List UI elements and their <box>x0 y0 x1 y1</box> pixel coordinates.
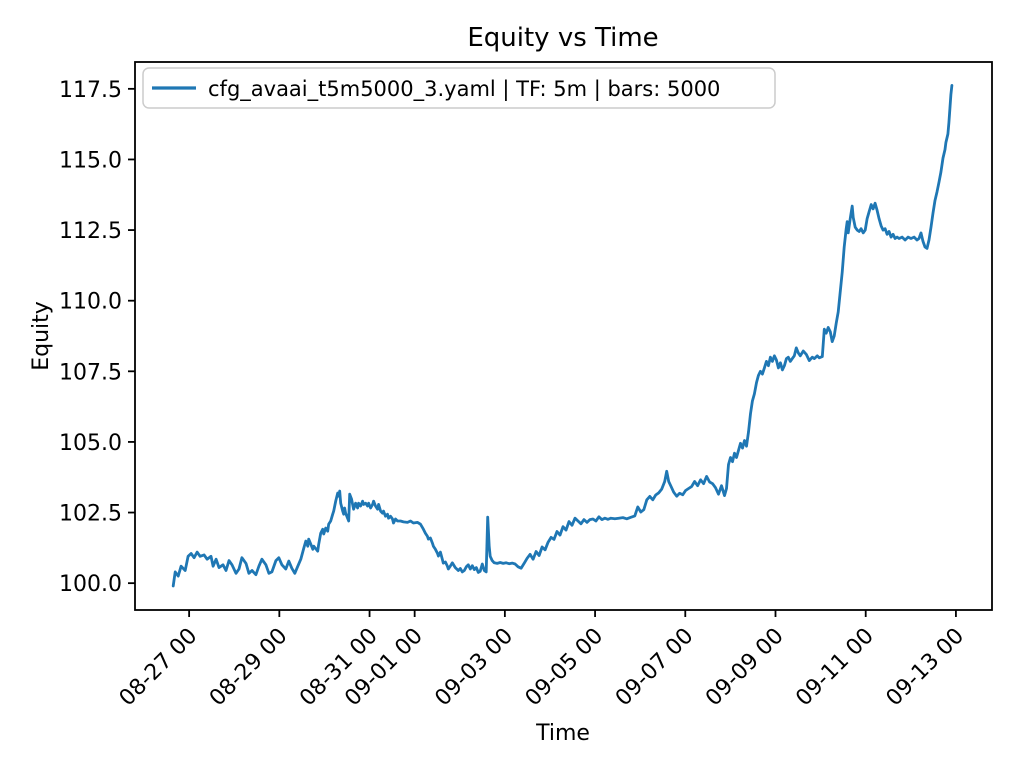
y-tick-label: 107.5 <box>59 360 122 385</box>
y-tick-label: 117.5 <box>59 78 122 103</box>
y-axis-ticks: 100.0 102.5 105.0 107.5 110.0 112.5 115.0 117.5 <box>59 78 135 597</box>
legend-label: cfg_avaai_t5m5000_3.yaml | TF: 5m | bars… <box>208 77 720 102</box>
y-axis-label: Equity <box>29 301 54 371</box>
equity-line-series <box>171 84 954 588</box>
legend: cfg_avaai_t5m5000_3.yaml | TF: 5m | bars… <box>142 67 776 109</box>
y-tick-label: 102.5 <box>59 502 122 527</box>
y-tick-label: 115.0 <box>59 148 122 173</box>
plot-area <box>135 62 992 610</box>
legend-box <box>142 67 776 109</box>
y-tick-label: 105.0 <box>59 431 122 456</box>
chart-title: Equity vs Time <box>467 23 658 53</box>
axes-spines <box>134 61 993 611</box>
x-axis-label: Time <box>535 721 590 746</box>
y-tick-label: 112.5 <box>59 219 122 244</box>
y-tick-label: 100.0 <box>59 572 122 597</box>
y-tick-label: 110.0 <box>59 290 122 315</box>
